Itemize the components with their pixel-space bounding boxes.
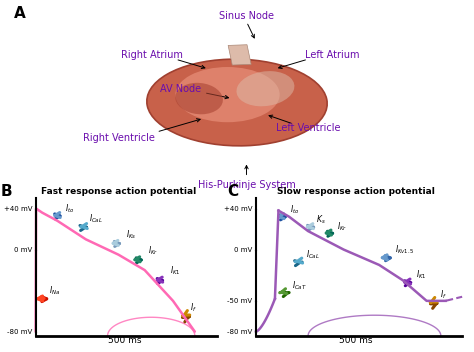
Text: -80 mV: -80 mV bbox=[227, 329, 252, 335]
Ellipse shape bbox=[175, 67, 280, 122]
Text: Slow response action potential: Slow response action potential bbox=[276, 187, 435, 196]
Text: $I_f$: $I_f$ bbox=[191, 301, 197, 314]
Ellipse shape bbox=[147, 59, 327, 146]
Text: $I_{Ks}$: $I_{Ks}$ bbox=[126, 228, 137, 241]
Text: Left Atrium: Left Atrium bbox=[305, 50, 359, 60]
Text: Left Ventricle: Left Ventricle bbox=[276, 123, 340, 133]
Text: $I_{Kr}$: $I_{Kr}$ bbox=[148, 245, 158, 257]
Text: $I_{CaL}$: $I_{CaL}$ bbox=[306, 249, 319, 261]
Text: +40 mV: +40 mV bbox=[224, 206, 252, 212]
Text: B: B bbox=[1, 184, 12, 199]
Text: Sinus Node: Sinus Node bbox=[219, 11, 274, 21]
Text: $I_{CaT}$: $I_{CaT}$ bbox=[292, 279, 306, 292]
Text: 0 mV: 0 mV bbox=[14, 246, 32, 253]
Text: AV Node: AV Node bbox=[160, 84, 201, 94]
Text: $K_s$: $K_s$ bbox=[316, 214, 326, 226]
Bar bbox=[228, 45, 251, 65]
Text: $I_{K1}$: $I_{K1}$ bbox=[170, 264, 181, 277]
Text: Fast response action potential: Fast response action potential bbox=[41, 187, 196, 196]
Text: 0 mV: 0 mV bbox=[234, 246, 252, 253]
Ellipse shape bbox=[237, 71, 294, 106]
Text: 500 ms: 500 ms bbox=[108, 336, 142, 345]
Text: $I_{CaL}$: $I_{CaL}$ bbox=[89, 213, 103, 225]
Text: -80 mV: -80 mV bbox=[7, 329, 32, 335]
Text: $I_{to}$: $I_{to}$ bbox=[290, 204, 300, 216]
Text: $I_f$: $I_f$ bbox=[440, 289, 447, 301]
Text: $I_{Na}$: $I_{Na}$ bbox=[49, 285, 60, 297]
Text: Right Ventricle: Right Ventricle bbox=[82, 133, 155, 143]
Text: -50 mV: -50 mV bbox=[227, 298, 252, 304]
Ellipse shape bbox=[175, 83, 223, 114]
Text: $I_{to}$: $I_{to}$ bbox=[65, 203, 74, 215]
Text: 500 ms: 500 ms bbox=[339, 336, 372, 345]
Text: +40 mV: +40 mV bbox=[4, 206, 32, 212]
Text: C: C bbox=[228, 184, 238, 199]
Text: His-Purkinje System: His-Purkinje System bbox=[198, 180, 295, 190]
Text: A: A bbox=[14, 6, 26, 21]
Text: Right Atrium: Right Atrium bbox=[121, 50, 182, 60]
Text: $I_{Kr}$: $I_{Kr}$ bbox=[337, 220, 347, 233]
Text: $I_{K1}$: $I_{K1}$ bbox=[416, 268, 427, 281]
Text: $I_{Kv1.5}$: $I_{Kv1.5}$ bbox=[394, 244, 413, 256]
